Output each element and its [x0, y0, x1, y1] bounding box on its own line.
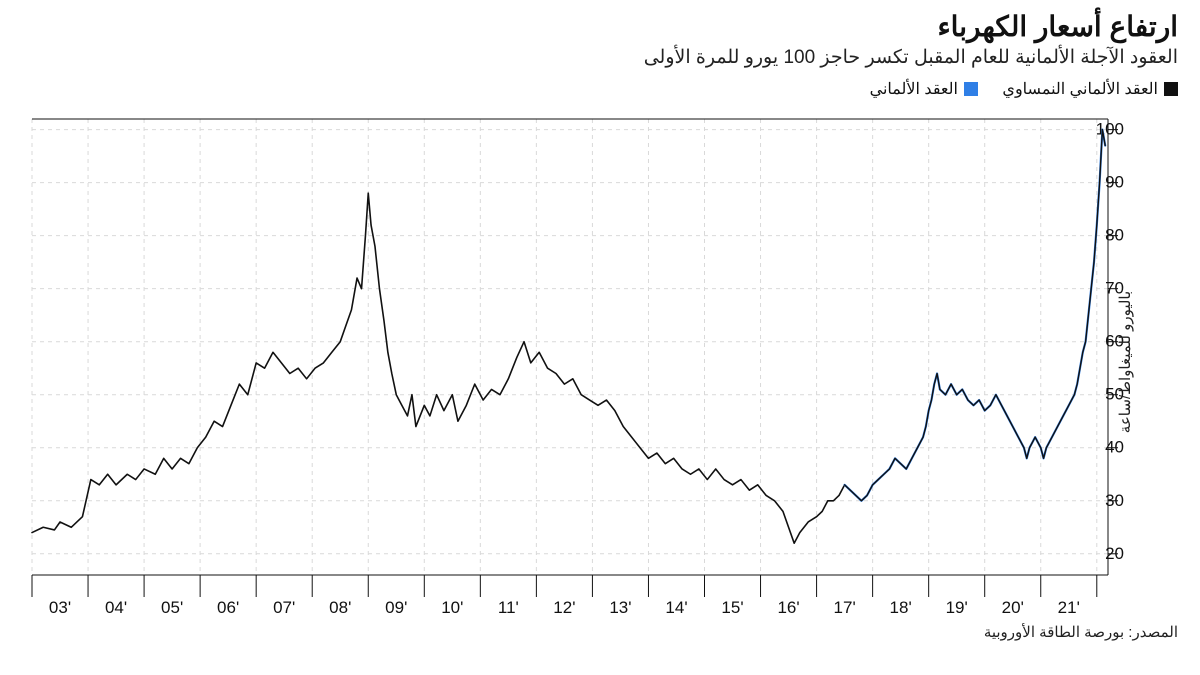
- svg-text:'16: '16: [777, 598, 799, 617]
- svg-text:'08: '08: [329, 598, 351, 617]
- source-text: المصدر: بورصة الطاقة الأوروبية: [22, 623, 1178, 641]
- svg-text:'03: '03: [49, 598, 71, 617]
- svg-text:'04: '04: [105, 598, 127, 617]
- svg-text:'17: '17: [834, 598, 856, 617]
- legend-item-1: العقد الألماني النمساوي: [1002, 79, 1178, 99]
- svg-text:'20: '20: [1002, 598, 1024, 617]
- svg-text:'10: '10: [441, 598, 463, 617]
- svg-text:'11: '11: [498, 598, 519, 617]
- legend-item-2: العقد الألماني: [870, 79, 978, 99]
- legend-label-1: العقد الألماني النمساوي: [1002, 79, 1158, 99]
- svg-text:'09: '09: [385, 598, 407, 617]
- svg-text:'18: '18: [890, 598, 912, 617]
- svg-text:'07: '07: [273, 598, 295, 617]
- y-axis-label: باليورو للميغاواط/ساعة: [1116, 290, 1134, 432]
- legend-swatch-2: [964, 82, 978, 96]
- svg-text:'21: '21: [1058, 598, 1080, 617]
- chart-title: ارتفاع أسعار الكهرباء: [22, 10, 1178, 44]
- svg-text:100: 100: [1096, 119, 1124, 138]
- svg-text:'06: '06: [217, 598, 239, 617]
- svg-text:'12: '12: [553, 598, 575, 617]
- svg-text:'19: '19: [946, 598, 968, 617]
- legend-swatch-1: [1164, 82, 1178, 96]
- svg-text:'05: '05: [161, 598, 183, 617]
- svg-text:'13: '13: [609, 598, 631, 617]
- chart-area: 2030405060708090100'03'04'05'06'07'08'09…: [22, 107, 1178, 617]
- svg-text:'14: '14: [665, 598, 687, 617]
- legend-label-2: العقد الألماني: [870, 79, 958, 99]
- chart-subtitle: العقود الآجلة الألمانية للعام المقبل تكس…: [22, 46, 1178, 69]
- legend: العقد الألماني النمساوي العقد الألماني: [22, 79, 1178, 101]
- svg-text:'15: '15: [721, 598, 743, 617]
- line-chart: 2030405060708090100'03'04'05'06'07'08'09…: [22, 107, 1178, 617]
